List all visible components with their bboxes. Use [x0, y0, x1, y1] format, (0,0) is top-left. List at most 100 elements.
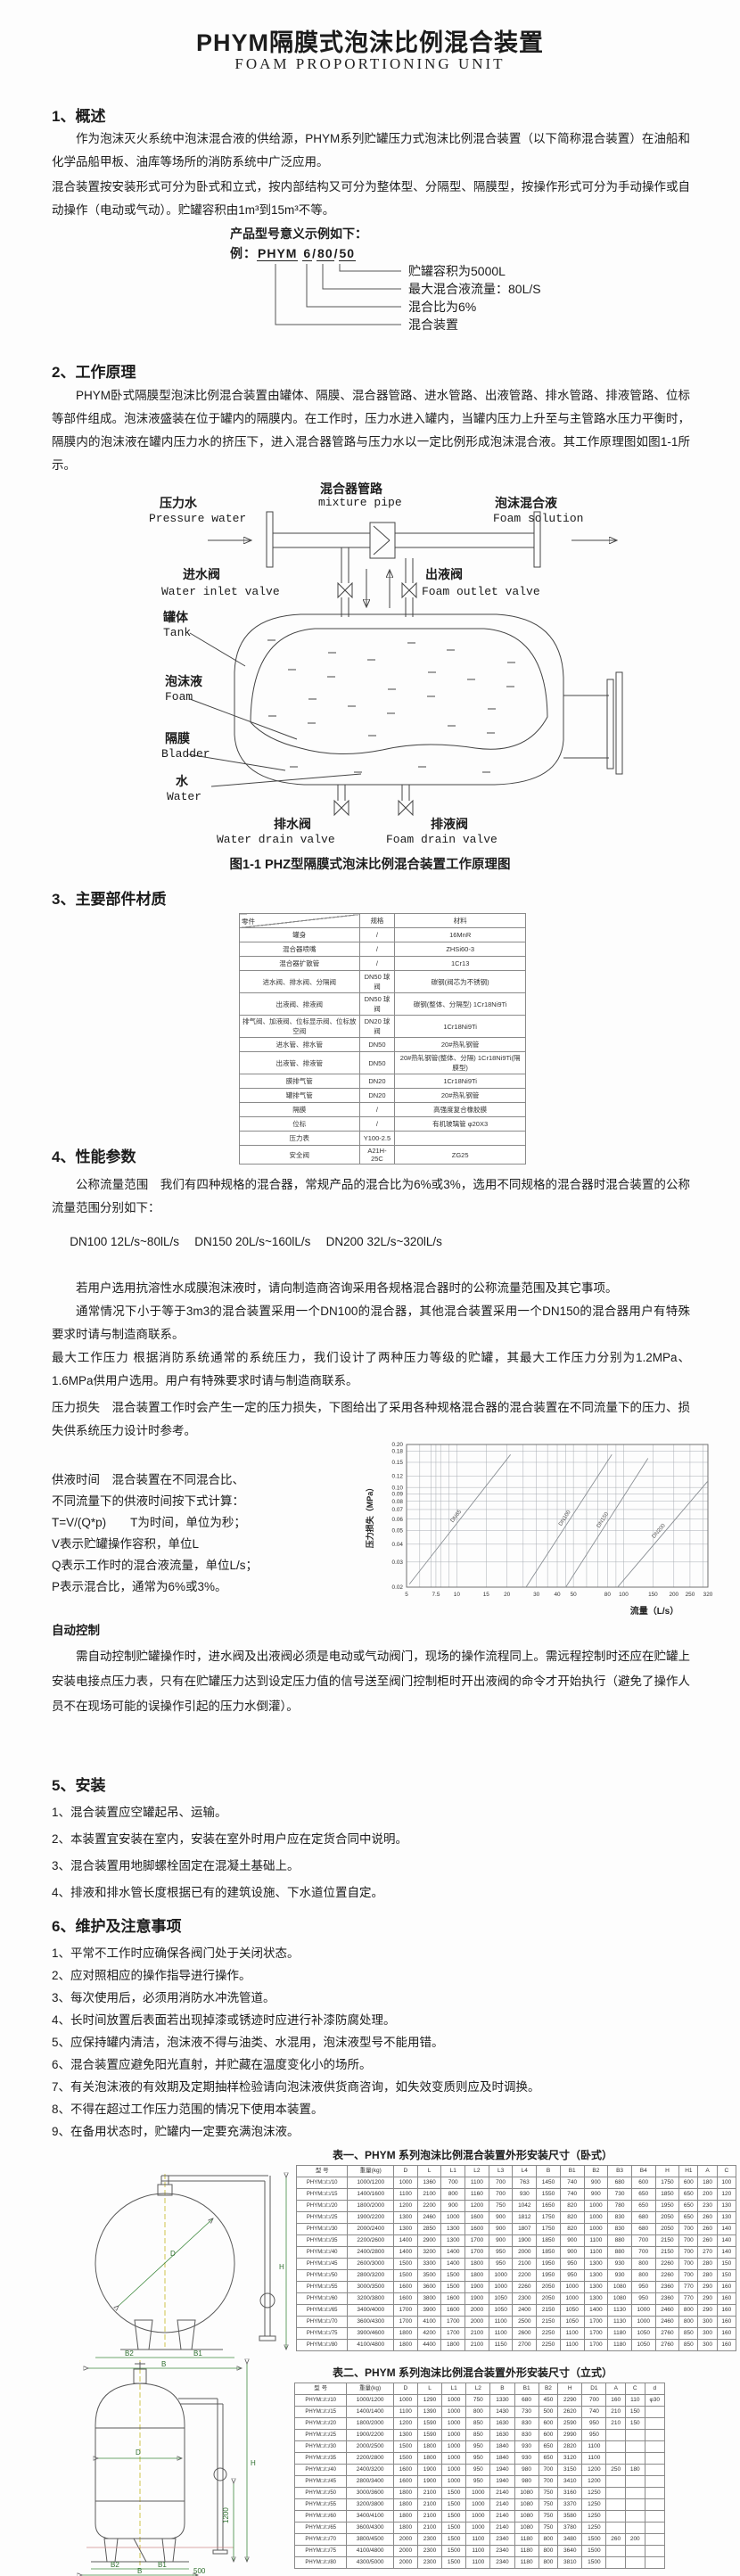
table-row: PHYM□/□/70 3800/4500 2000 2300 1500 1100 2340 1…	[293, 2533, 666, 2546]
table-cell: 930	[514, 2452, 539, 2465]
list-item: 供液时间 混合装置在不同混合比、	[52, 1473, 244, 1486]
table-cell: 700	[630, 2246, 656, 2259]
y-tick-label: 0.10	[392, 1485, 404, 1491]
table-cell: 2340	[489, 2533, 515, 2546]
table-cell: 1000	[440, 2211, 466, 2224]
table-row: PHYM□/□/75 4100/4800 2000 2300 1500 1100 2340 1…	[293, 2545, 666, 2557]
table-cell: DN20 球阀	[358, 1015, 396, 1038]
table-cell: 1000	[630, 2304, 656, 2317]
table-cell: PHYM□/□/30	[295, 2223, 349, 2235]
table-cell: 1800	[416, 2440, 443, 2453]
table-cell: 1100	[465, 2177, 489, 2189]
table-cell	[605, 2510, 626, 2523]
table-cell	[625, 2556, 645, 2569]
table-cell: 2100	[416, 2487, 443, 2499]
plot-border	[406, 1444, 709, 1588]
table-cell: 2200	[416, 2200, 442, 2212]
table-cell: 20#热轧钢管	[394, 1088, 526, 1103]
table-cell: 1700	[465, 2234, 489, 2247]
table-cell: 1080	[514, 2522, 539, 2534]
table-cell: 1000	[465, 2487, 491, 2499]
list-item: V表示贮罐操作容积，单位L	[52, 1537, 200, 1551]
table-row: PHYM□/□/20 1800/2000 1200 2200 900 1200 750 104…	[295, 2200, 737, 2212]
y-tick-label: 0.12	[392, 1474, 404, 1480]
table-cell: 1850	[536, 2246, 561, 2259]
table-cell: 700	[678, 2258, 699, 2270]
table-cell: 1500	[441, 2487, 467, 2499]
table-cell: 1300	[440, 2223, 466, 2235]
table-cell: 4100/4800	[346, 2545, 394, 2557]
table-cell: 830	[607, 2211, 632, 2224]
table-cell: 260	[697, 2234, 718, 2247]
list-item: 2、应对照相应的操作指导进行操作。	[52, 1969, 251, 1982]
table-cell: 200	[697, 2188, 718, 2201]
table-cell: 1300	[393, 2223, 418, 2235]
list-item: 4、排液和排水管长度根据已有的建筑设施、下水道位置自定。	[52, 1886, 384, 1899]
table-cell	[644, 2533, 666, 2546]
y-tick-label: 0.07	[392, 1507, 404, 1513]
section-4-paragraph-4: 通常情况下小于等于3m3的混合装置采用一个DN100的混合器，其他混合装置采用一…	[52, 1304, 690, 1341]
table-cell	[605, 2522, 626, 2534]
y-tick-label: 0.08	[392, 1499, 404, 1505]
column-header: D1	[581, 2383, 607, 2395]
label-foam-solution-cn: 泡沫混合液	[495, 496, 557, 510]
table-cell: 1800	[465, 2269, 489, 2282]
table-cell: 2260	[512, 2281, 538, 2293]
table-cell: 2000	[465, 2316, 489, 2328]
table-cell: 2140	[489, 2510, 515, 2523]
table-cell: 650	[630, 2200, 656, 2212]
table-cell: 160	[605, 2394, 626, 2407]
table-cell: 1950	[536, 2258, 561, 2270]
label-tank-en: Tank	[163, 626, 192, 639]
list-item: P表示混合比，通常为6%或3%。	[52, 1580, 227, 1593]
table-cell: 900	[583, 2188, 609, 2201]
table-cell: 2000/2500	[346, 2440, 394, 2453]
table-cell: 1080	[514, 2498, 539, 2511]
y-tick-label: 0.05	[392, 1528, 404, 1535]
table-cell: 1600	[465, 2211, 489, 2224]
list-item: 6、混合装置应避免阳光直射，并贮藏在温度变化小的场所。	[52, 2058, 372, 2071]
table-cell: 罐排气管	[239, 1088, 360, 1103]
x-tick-label: 200	[669, 1592, 678, 1598]
table-cell: 600	[538, 2417, 559, 2430]
section-1-heading: 1、概述	[52, 108, 106, 125]
table-cell: 1050	[488, 2292, 514, 2305]
table-cell: 730	[607, 2188, 632, 2201]
table-cell: 160	[716, 2339, 737, 2351]
series-line-DN65	[408, 1454, 511, 1584]
table-cell: 950	[630, 2292, 656, 2305]
table-cell: 2820	[557, 2440, 583, 2453]
table-cell: PHYM□/□/10	[293, 2394, 348, 2407]
table-cell: 1500	[392, 2440, 418, 2453]
table-cell: 850	[465, 2429, 491, 2441]
table-row: PHYM□/□/60 3200/3800 1600 3800 1600 1900 1050 2…	[295, 2292, 737, 2305]
table-row: PHYM□/□/40 2400/3200 1600 1900 1000 950 1940 98…	[293, 2464, 666, 2476]
table-cell: 180	[625, 2464, 645, 2476]
table-cell: 1900	[416, 2464, 443, 2476]
column-header: L1	[441, 2383, 467, 2395]
table-cell: /	[358, 956, 396, 971]
table-cell: 900	[583, 2177, 609, 2189]
column-header: A	[697, 2165, 718, 2177]
table-cell: 2620	[557, 2406, 583, 2418]
pressure-loss-chart: 0.02 0.03 0.04 0.05 0.06 0.07 0.080.090.10 0.12…	[365, 1442, 713, 1617]
table-cell: 150	[625, 2406, 645, 2418]
table-cell: 1700	[393, 2304, 418, 2317]
table-cell: DN50	[358, 1037, 396, 1052]
table-cell: 290	[697, 2292, 718, 2305]
table-cell: 2260	[654, 2269, 680, 2282]
table-row: PHYM□/□/25 1900/2200 1300 2460 1000 1600 900 18…	[295, 2211, 737, 2224]
table-cell: 1180	[514, 2533, 539, 2546]
table-cell: 1600	[392, 2464, 418, 2476]
table-cell: 830	[514, 2417, 539, 2430]
table-cell: 1250	[581, 2510, 607, 2523]
table-cell: 2000	[512, 2246, 538, 2259]
list-item: 5、应保持罐内清洁，泡沫液不得与油类、水混用，泡沫液型号不能用错。	[52, 2036, 444, 2049]
table-cell: 3200/3800	[346, 2498, 394, 2511]
series-line-DN150	[565, 1458, 649, 1588]
x-tick-label: 5	[405, 1592, 408, 1598]
table-cell: 650	[678, 2211, 699, 2224]
model-code-volume: 50	[338, 246, 357, 261]
table-cell: 680	[630, 2223, 656, 2235]
model-example: 例：PHYM 6/80/50	[230, 246, 357, 261]
